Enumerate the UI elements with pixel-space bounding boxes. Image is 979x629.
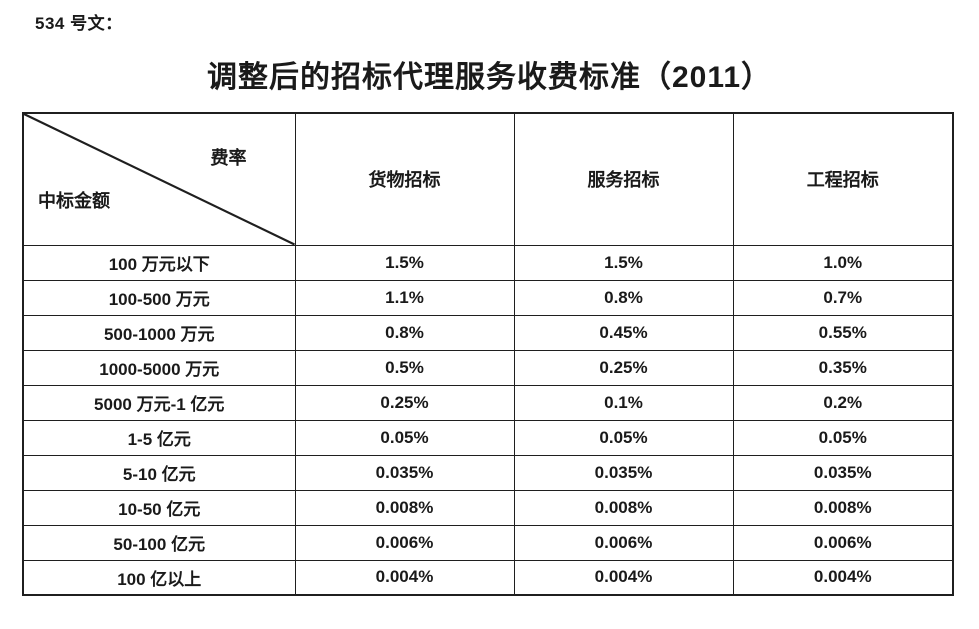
table-row: 1-5 亿元 0.05% 0.05% 0.05% bbox=[22, 419, 954, 456]
table-row: 500-1000 万元 0.8% 0.45% 0.55% bbox=[22, 314, 954, 351]
rate-cell: 0.25% bbox=[294, 384, 515, 421]
rate-cell: 0.25% bbox=[513, 349, 734, 386]
row-label: 50-100 亿元 bbox=[22, 524, 296, 561]
corner-rate-label: 费率 bbox=[210, 148, 247, 168]
row-label: 5000 万元-1 亿元 bbox=[22, 384, 296, 421]
row-label: 100-500 万元 bbox=[22, 279, 296, 316]
rate-cell: 0.008% bbox=[513, 489, 734, 526]
corner-header-cell: 费率 中标金额 bbox=[22, 112, 296, 246]
table-row: 5-10 亿元 0.035% 0.035% 0.035% bbox=[22, 454, 954, 491]
rate-cell: 1.5% bbox=[513, 244, 734, 281]
table-row: 50-100 亿元 0.006% 0.006% 0.006% bbox=[22, 524, 954, 561]
page-title: 调整后的招标代理服务收费标准（2011） bbox=[206, 61, 773, 94]
rate-cell: 0.004% bbox=[294, 559, 515, 596]
column-header-engineering: 工程招标 bbox=[732, 112, 954, 246]
rate-cell: 0.004% bbox=[513, 559, 734, 596]
rate-cell: 0.45% bbox=[513, 314, 734, 351]
rate-cell: 0.8% bbox=[513, 279, 734, 316]
rate-cell: 1.1% bbox=[294, 279, 515, 316]
fee-rate-table: 费率 中标金额 货物招标 服务招标 工程招标 100 万元以下 1.5% 1.5… bbox=[22, 112, 954, 596]
rate-cell: 0.55% bbox=[732, 314, 954, 351]
table-row: 100-500 万元 1.1% 0.8% 0.7% bbox=[22, 279, 954, 316]
doc-number-label: 534 号文： bbox=[35, 14, 123, 33]
table-row: 5000 万元-1 亿元 0.25% 0.1% 0.2% bbox=[22, 384, 954, 421]
rate-cell: 0.35% bbox=[732, 349, 954, 386]
row-label: 10-50 亿元 bbox=[22, 489, 296, 526]
row-label: 1000-5000 万元 bbox=[22, 349, 296, 386]
table-row: 10-50 亿元 0.008% 0.008% 0.008% bbox=[22, 489, 954, 526]
rate-cell: 0.7% bbox=[732, 279, 954, 316]
diagonal-divider bbox=[24, 114, 295, 245]
rate-cell: 0.006% bbox=[294, 524, 515, 561]
table-header-row: 费率 中标金额 货物招标 服务招标 工程招标 bbox=[22, 112, 954, 246]
row-label: 1-5 亿元 bbox=[22, 419, 296, 456]
rate-cell: 1.5% bbox=[294, 244, 515, 281]
column-header-goods: 货物招标 bbox=[294, 112, 515, 246]
rate-cell: 0.035% bbox=[513, 454, 734, 491]
row-label: 500-1000 万元 bbox=[22, 314, 296, 351]
table-row: 100 亿以上 0.004% 0.004% 0.004% bbox=[22, 559, 954, 596]
rate-cell: 0.035% bbox=[294, 454, 515, 491]
rate-cell: 0.05% bbox=[732, 419, 954, 456]
column-header-services: 服务招标 bbox=[513, 112, 734, 246]
rate-cell: 1.0% bbox=[732, 244, 954, 281]
rate-cell: 0.8% bbox=[294, 314, 515, 351]
rate-cell: 0.5% bbox=[294, 349, 515, 386]
row-label: 100 万元以下 bbox=[22, 244, 296, 281]
corner-amount-label: 中标金额 bbox=[38, 190, 110, 211]
rate-cell: 0.05% bbox=[294, 419, 515, 456]
rate-cell: 0.05% bbox=[513, 419, 734, 456]
row-label: 5-10 亿元 bbox=[22, 454, 296, 491]
rate-cell: 0.004% bbox=[732, 559, 954, 596]
row-label: 100 亿以上 bbox=[22, 559, 296, 596]
rate-cell: 0.008% bbox=[294, 489, 515, 526]
rate-cell: 0.006% bbox=[513, 524, 734, 561]
rate-cell: 0.006% bbox=[732, 524, 954, 561]
table-row: 1000-5000 万元 0.5% 0.25% 0.35% bbox=[22, 349, 954, 386]
rate-cell: 0.1% bbox=[513, 384, 734, 421]
rate-cell: 0.035% bbox=[732, 454, 954, 491]
rate-cell: 0.2% bbox=[732, 384, 954, 421]
rate-cell: 0.008% bbox=[732, 489, 954, 526]
table-row: 100 万元以下 1.5% 1.5% 1.0% bbox=[22, 244, 954, 281]
